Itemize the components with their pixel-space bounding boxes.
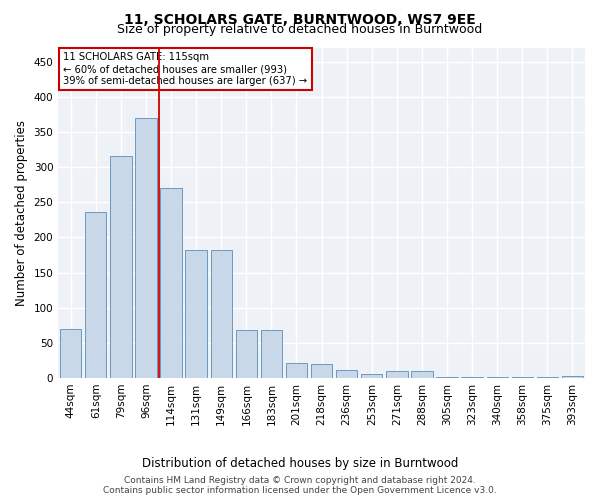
Bar: [60, 329, 82, 378]
Bar: [160, 188, 182, 378]
Bar: [562, 376, 583, 378]
Bar: [185, 250, 207, 378]
Bar: [286, 362, 307, 378]
Bar: [386, 371, 407, 378]
Y-axis label: Number of detached properties: Number of detached properties: [15, 120, 28, 306]
Bar: [136, 118, 157, 378]
Text: Contains HM Land Registry data © Crown copyright and database right 2024.
Contai: Contains HM Land Registry data © Crown c…: [103, 476, 497, 495]
Text: 11 SCHOLARS GATE: 115sqm
← 60% of detached houses are smaller (993)
39% of semi-: 11 SCHOLARS GATE: 115sqm ← 60% of detach…: [64, 52, 308, 86]
Text: Distribution of detached houses by size in Burntwood: Distribution of detached houses by size …: [142, 458, 458, 470]
Bar: [85, 212, 106, 378]
Bar: [211, 250, 232, 378]
Bar: [361, 374, 382, 378]
Bar: [411, 371, 433, 378]
Bar: [236, 330, 257, 378]
Bar: [336, 370, 358, 378]
Bar: [261, 330, 282, 378]
Bar: [110, 156, 131, 378]
Bar: [311, 364, 332, 378]
Bar: [436, 376, 458, 378]
Text: Size of property relative to detached houses in Burntwood: Size of property relative to detached ho…: [118, 22, 482, 36]
Text: 11, SCHOLARS GATE, BURNTWOOD, WS7 9EE: 11, SCHOLARS GATE, BURNTWOOD, WS7 9EE: [124, 12, 476, 26]
